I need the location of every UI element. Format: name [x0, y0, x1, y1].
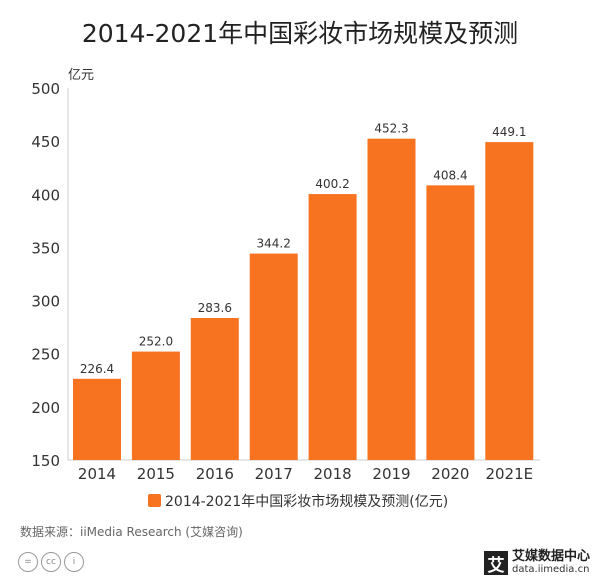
data-label: 452.3 — [374, 122, 408, 136]
logo: 艾 艾媒数据中心 data.iimedia.cn — [483, 549, 590, 576]
x-tick-label: 2017 — [255, 465, 293, 483]
bar-2019 — [367, 138, 416, 460]
y-axis-label: 亿元 — [68, 68, 94, 83]
y-tick-label: 500 — [31, 80, 60, 98]
y-tick-label: 400 — [31, 186, 60, 204]
x-tick-label: 2019 — [372, 465, 410, 483]
y-tick-label: 150 — [31, 452, 60, 470]
logo-url: data.iimedia.cn — [511, 564, 590, 575]
license-icons: = cc i — [18, 552, 84, 572]
x-tick-label: 2018 — [314, 465, 352, 483]
x-tick-label: 2015 — [137, 465, 175, 483]
bar-2020 — [426, 185, 475, 460]
bar-2021E — [485, 142, 534, 460]
x-tick-label: 2014 — [78, 465, 116, 483]
x-tick-label: 2020 — [431, 465, 469, 483]
y-tick-label: 250 — [31, 346, 60, 364]
legend-label: 2014-2021年中国彩妆市场规模及预测(亿元) — [165, 493, 448, 510]
source-note: 数据来源：iiMedia Research (艾媒咨询) — [20, 525, 243, 539]
x-tick-label: 2021E — [485, 465, 533, 483]
data-label: 400.2 — [315, 177, 349, 191]
logo-name: 艾媒数据中心 — [511, 549, 590, 564]
y-tick-label: 300 — [31, 293, 60, 311]
bar-2017 — [249, 253, 298, 460]
equals-icon: = — [18, 552, 38, 572]
data-label: 252.0 — [139, 335, 173, 349]
chart-title: 2014-2021年中国彩妆市场规模及预测 — [81, 19, 519, 48]
bar-2014 — [73, 378, 121, 460]
data-label: 226.4 — [80, 362, 114, 376]
y-tick-label: 200 — [31, 399, 60, 417]
bar-2016 — [190, 318, 239, 460]
data-label: 283.6 — [198, 301, 232, 315]
legend-swatch — [148, 494, 161, 507]
bar-2015 — [131, 351, 180, 460]
x-tick-label: 2016 — [196, 465, 234, 483]
cc-icon: cc — [41, 552, 61, 572]
data-label: 449.1 — [492, 125, 526, 139]
logo-mark: 艾 — [483, 551, 508, 576]
y-tick-label: 350 — [31, 239, 60, 257]
y-tick-label: 450 — [31, 133, 60, 151]
data-label: 344.2 — [257, 237, 291, 251]
bar-2018 — [308, 194, 357, 461]
person-icon: i — [64, 552, 84, 572]
data-label: 408.4 — [433, 168, 467, 182]
